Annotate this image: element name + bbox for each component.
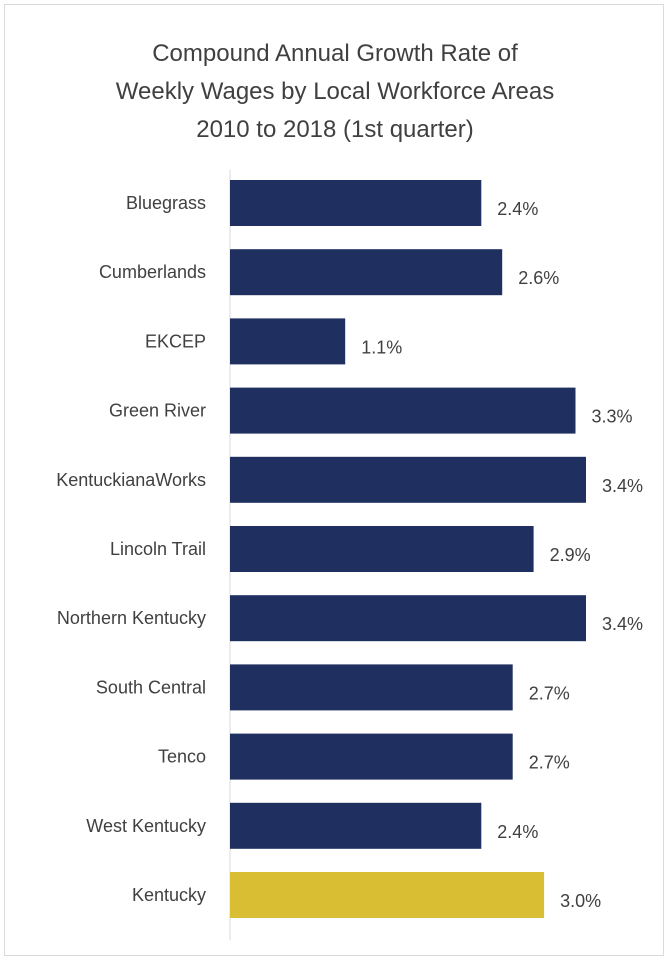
category-label: Bluegrass	[126, 193, 206, 213]
category-label: EKCEP	[145, 331, 206, 351]
bar-tenco	[230, 733, 513, 780]
value-label: 3.0%	[560, 891, 601, 911]
bar-cumberlands	[230, 249, 503, 296]
chart-title: Compound Annual Growth Rate of Weekly Wa…	[5, 35, 665, 149]
category-label: Green River	[109, 401, 206, 421]
value-label: 2.7%	[529, 683, 570, 703]
value-label: 3.4%	[602, 476, 643, 496]
bar-south-central	[230, 664, 513, 711]
chart-title-line-2: Weekly Wages by Local Workforce Areas	[115, 78, 555, 105]
category-label: KentuckianaWorks	[56, 470, 206, 490]
category-label: Tenco	[158, 747, 206, 767]
value-label: 2.4%	[497, 822, 538, 842]
bar-green-river	[230, 387, 576, 434]
value-label: 3.4%	[602, 614, 643, 634]
chart-title-line-3: 2010 to 2018 (1st quarter)	[196, 116, 474, 143]
bar-west-kentucky	[230, 802, 482, 849]
bar-ekcep	[230, 318, 346, 365]
category-label: Kentucky	[132, 885, 206, 905]
category-label: West Kentucky	[86, 816, 206, 836]
value-label: 2.7%	[529, 753, 570, 773]
bar-kentucky	[230, 872, 545, 918]
category-label: Lincoln Trail	[110, 539, 206, 559]
chart-frame: Compound Annual Growth Rate of Weekly Wa…	[4, 4, 664, 956]
value-label: 1.1%	[361, 337, 402, 357]
chart-title-line-1: Compound Annual Growth Rate of	[152, 40, 518, 67]
bar-lincoln-trail	[230, 526, 534, 572]
value-label: 2.9%	[550, 545, 591, 565]
category-label: Northern Kentucky	[57, 608, 206, 628]
value-label: 2.6%	[518, 268, 559, 288]
bar-northern-kentucky	[230, 595, 586, 642]
category-label: South Central	[96, 677, 206, 697]
category-label: Cumberlands	[99, 262, 206, 282]
value-label: 2.4%	[497, 199, 538, 219]
bar-bluegrass	[230, 180, 482, 226]
bar-chart: Bluegrass 2.4% Cumberlands 2.6% EKCEP 1.1% Gre…	[56, 170, 643, 940]
value-label: 3.3%	[592, 407, 633, 427]
bar-kentuckianaworks	[230, 456, 586, 503]
